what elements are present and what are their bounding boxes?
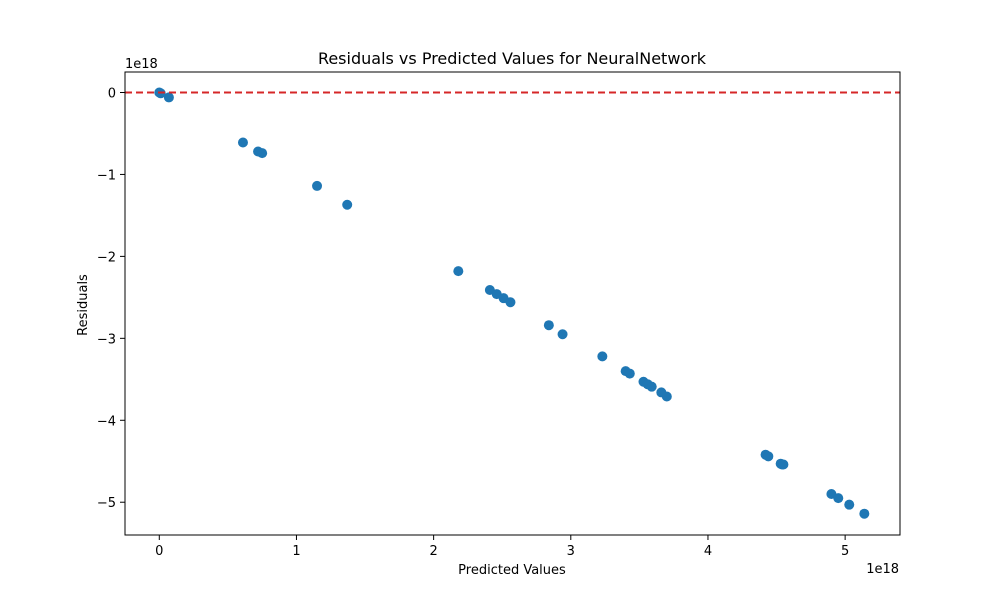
data-point bbox=[342, 199, 353, 210]
x-tick-label: 5 bbox=[841, 544, 849, 559]
data-point bbox=[859, 508, 870, 519]
x-tick-label: 1 bbox=[292, 544, 300, 559]
plot-area bbox=[125, 87, 900, 519]
y-tick-label: −2 bbox=[97, 250, 116, 265]
data-point bbox=[624, 368, 635, 379]
y-tick-label: −5 bbox=[97, 496, 116, 511]
y-axis-ticks: 0 −1 −2 −3 −4 −5 bbox=[97, 86, 125, 511]
data-point bbox=[844, 499, 855, 510]
y-offset-text: 1e18 bbox=[125, 57, 158, 72]
y-tick-label: −4 bbox=[97, 414, 116, 429]
x-tick-label: 3 bbox=[567, 544, 575, 559]
x-tick-label: 4 bbox=[704, 544, 712, 559]
x-tick-label: 0 bbox=[155, 544, 163, 559]
y-tick-label: −1 bbox=[97, 168, 116, 183]
data-point bbox=[833, 493, 844, 504]
data-point bbox=[312, 180, 323, 191]
data-point bbox=[453, 266, 464, 277]
data-point bbox=[557, 329, 568, 340]
data-point bbox=[646, 381, 657, 392]
data-point bbox=[163, 92, 174, 103]
axes-frame bbox=[124, 71, 901, 536]
data-point bbox=[543, 320, 554, 331]
data-point bbox=[597, 351, 608, 362]
data-point bbox=[661, 391, 672, 402]
x-axis-label: Predicted Values bbox=[458, 563, 566, 578]
data-point bbox=[505, 297, 516, 308]
x-axis-ticks: 0 1 2 3 4 5 bbox=[155, 535, 849, 559]
data-point bbox=[257, 148, 268, 159]
chart-title: Residuals vs Predicted Values for Neural… bbox=[318, 49, 707, 68]
y-tick-label: −3 bbox=[97, 332, 116, 347]
y-tick-label: 0 bbox=[108, 86, 116, 101]
x-tick-label: 2 bbox=[429, 544, 437, 559]
data-point bbox=[763, 451, 774, 462]
data-point bbox=[778, 459, 789, 470]
y-axis-label: Residuals bbox=[76, 274, 91, 336]
x-offset-text: 1e18 bbox=[866, 562, 899, 577]
data-point bbox=[237, 137, 248, 148]
